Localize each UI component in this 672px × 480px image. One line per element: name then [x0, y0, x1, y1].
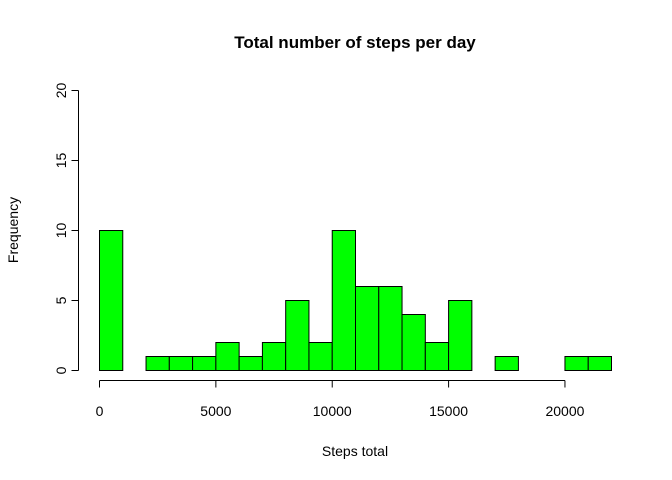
y-axis-ticks: 0 5 10 15 20	[53, 83, 79, 374]
histogram-bar	[238, 356, 263, 371]
chart-title: Total number of steps per day	[234, 33, 476, 52]
x-axis-label: Steps total	[322, 443, 388, 459]
x-tick-label: 10000	[313, 403, 352, 419]
histogram-bar	[424, 342, 450, 371]
y-tick-label: 10	[53, 223, 69, 239]
histogram-bar	[145, 356, 170, 371]
x-tick-label: 0	[96, 403, 104, 419]
histogram-bar	[168, 356, 194, 371]
y-axis-label: Frequency	[5, 197, 21, 263]
x-tick-label: 5000	[200, 403, 231, 419]
y-tick-label: 5	[53, 296, 69, 304]
histogram-bar	[401, 314, 426, 371]
histogram-bar	[192, 356, 217, 371]
histogram-bar	[308, 342, 333, 371]
histogram-bar	[355, 286, 380, 371]
histogram-bar	[448, 300, 473, 371]
y-tick-label: 0	[53, 366, 69, 374]
histogram-bar	[378, 286, 403, 371]
histogram-bar	[587, 356, 613, 371]
histogram-bar	[261, 342, 287, 371]
histogram-bar	[331, 230, 356, 371]
histogram-bar	[285, 300, 310, 371]
y-tick-label: 15	[53, 153, 69, 169]
histogram-bar	[215, 342, 240, 371]
x-tick-label: 20000	[545, 403, 584, 419]
histogram-bar	[564, 356, 589, 371]
bars-group	[99, 230, 613, 371]
x-tick-label: 15000	[429, 403, 468, 419]
histogram-bar	[494, 356, 519, 371]
y-tick-label: 20	[53, 83, 69, 99]
x-axis-ticks: 0 5000 10000 15000 20000	[96, 380, 585, 419]
histogram-bar	[99, 230, 124, 371]
